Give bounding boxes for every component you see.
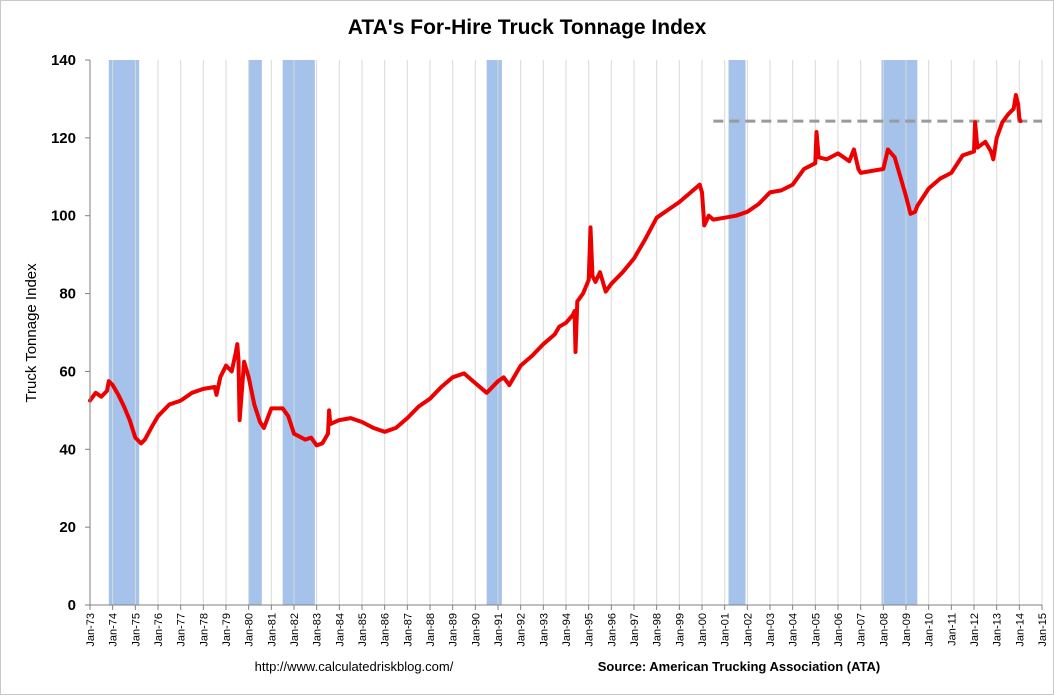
x-tick-label: Jan-12 (969, 613, 981, 647)
x-tick-label: Jan-96 (606, 613, 618, 647)
x-tick-label: Jan-81 (266, 613, 278, 647)
x-tick-label: Jan-15 (1037, 613, 1049, 647)
x-tick-label: Jan-14 (1014, 613, 1026, 647)
x-tick-label: Jan-09 (901, 613, 913, 647)
x-tick-label: Jan-97 (629, 613, 641, 647)
x-tick-label: Jan-86 (380, 613, 392, 647)
x-tick-label: Jan-87 (402, 613, 414, 647)
footer-url: http://www.calculatedriskblog.com/ (255, 659, 454, 674)
y-tick-labels: 0 20 40 60 80 100 120 140 (51, 52, 90, 614)
x-tick-label: Jan-06 (833, 613, 845, 647)
x-tick-label: Jan-90 (470, 613, 482, 647)
gridlines (89, 60, 1043, 605)
x-tick-label: Jan-01 (720, 613, 732, 647)
x-tick-label: Jan-95 (584, 613, 596, 647)
recession-band (248, 60, 262, 605)
x-tick-label: Jan-79 (221, 613, 233, 647)
series-group (88, 93, 1023, 448)
x-tick-label: Jan-77 (176, 613, 188, 647)
recession-band (282, 60, 315, 605)
x-tick-label: Jan-00 (697, 613, 709, 647)
y-tick-label: 0 (68, 597, 76, 614)
x-tick-label: Jan-08 (878, 613, 890, 647)
footer-source: Source: American Trucking Association (A… (598, 659, 880, 674)
x-tick-label: Jan-11 (946, 613, 958, 646)
y-tick-label: 40 (59, 441, 76, 458)
x-tick-label: Jan-74 (108, 613, 120, 647)
x-tick-label: Jan-94 (561, 613, 573, 647)
x-tick-label: Jan-76 (153, 613, 165, 647)
x-tick-label: Jan-04 (788, 613, 800, 647)
y-tick-label: 20 (59, 519, 76, 536)
series-line (88, 93, 1023, 448)
x-tick-label: Jan-93 (538, 613, 550, 647)
recession-band (728, 60, 746, 605)
x-tick-label: Jan-82 (289, 613, 301, 647)
x-tick-label: Jan-92 (516, 613, 528, 647)
x-tick-label: Jan-13 (992, 613, 1004, 647)
x-tick-label: Jan-85 (357, 613, 369, 647)
x-tick-label: Jan-83 (312, 613, 324, 647)
x-tick-label: Jan-07 (856, 613, 868, 647)
y-tick-label: 140 (51, 52, 76, 69)
y-tick-label: 120 (51, 130, 76, 147)
x-tick-label: Jan-73 (85, 613, 97, 647)
x-tick-label: Jan-03 (765, 613, 777, 647)
y-tick-label: 80 (59, 286, 76, 303)
x-tick-label: Jan-10 (924, 613, 936, 647)
x-tick-label: Jan-75 (130, 613, 142, 647)
recession-band (486, 60, 502, 605)
x-tick-label: Jan-05 (810, 613, 822, 647)
x-tick-label: Jan-99 (674, 613, 686, 647)
y-tick-label: 60 (59, 363, 76, 380)
x-tick-label: Jan-80 (244, 613, 256, 647)
recession-band (108, 60, 140, 605)
chart-title: ATA's For-Hire Truck Tonnage Index (348, 16, 707, 39)
x-tick-label: Jan-02 (742, 613, 754, 647)
recession-band (881, 60, 918, 605)
y-axis-title: Truck Tonnage Index (23, 263, 40, 403)
x-tick-label: Jan-89 (448, 613, 460, 647)
recession-bands (108, 60, 918, 605)
x-tick-labels: Jan-73 Jan-74 Jan-75 Jan-76 Jan-77 Jan-78 Jan-… (85, 605, 1049, 647)
x-tick-label: Jan-78 (198, 613, 210, 647)
x-tick-label: Jan-91 (493, 613, 505, 647)
x-tick-label: Jan-88 (425, 613, 437, 647)
y-tick-label: 100 (51, 208, 76, 225)
x-tick-label: Jan-98 (652, 613, 664, 647)
x-tick-label: Jan-84 (334, 613, 346, 647)
